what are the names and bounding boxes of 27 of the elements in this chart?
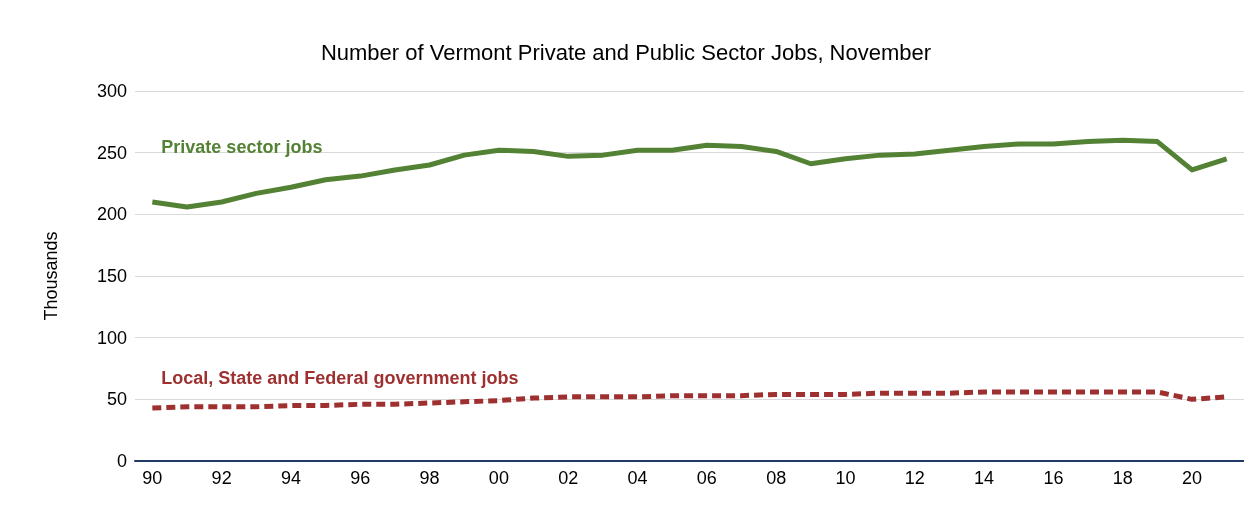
x-tick-label: 00 [488, 468, 509, 488]
series-label: Private sector jobs [161, 137, 323, 157]
y-tick-label: 300 [96, 81, 127, 101]
x-tick-label: 02 [558, 468, 579, 488]
y-tick-label: 0 [116, 451, 127, 471]
y-tick-label: 150 [96, 266, 127, 286]
x-tick-label: 10 [835, 468, 856, 488]
y-axis-title: Thousands [41, 231, 61, 321]
chart-title: Number of Vermont Private and Public Sector Jobs, November [320, 39, 932, 65]
x-tick-label: 04 [627, 468, 648, 488]
x-tick-label: 20 [1182, 468, 1203, 488]
x-tick-label: 96 [350, 468, 371, 488]
x-tick-label: 94 [280, 468, 301, 488]
x-tick-label: 06 [696, 468, 717, 488]
series-label: Local, State and Federal government jobs [161, 367, 519, 388]
x-tick-label: 08 [766, 468, 787, 488]
x-tick-label: 90 [142, 468, 163, 488]
x-tick-label: 92 [211, 468, 232, 488]
x-tick-label: 98 [419, 468, 440, 488]
x-tick-label: 18 [1112, 468, 1133, 488]
y-tick-label: 200 [96, 204, 127, 225]
y-tick-label: 250 [96, 142, 127, 163]
y-tick-label: 100 [96, 327, 127, 348]
x-tick-label: 16 [1043, 468, 1064, 488]
x-tick-label: 12 [904, 468, 925, 488]
y-tick-label: 50 [106, 389, 127, 410]
x-tick-label: 14 [974, 468, 995, 488]
